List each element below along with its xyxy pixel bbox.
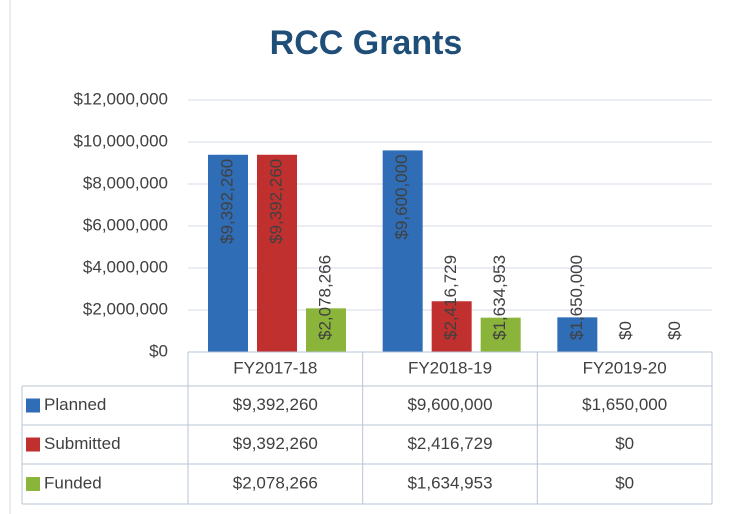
data-label: $0 [616,321,635,340]
bar [208,154,248,352]
bar [431,301,472,352]
x-tick-label: FY2018-19 [408,358,492,377]
table-cell: $9,600,000 [407,395,492,414]
table-cell: $2,416,729 [407,434,492,453]
legend-label: Submitted [44,434,121,453]
table-cell: $9,392,260 [233,434,318,453]
table-cell: $2,078,266 [233,473,318,492]
bar [257,154,297,352]
bar [557,317,598,352]
data-label: $1,634,953 [490,255,509,340]
table-cell: $1,634,953 [407,473,492,492]
legend-swatch [26,398,40,413]
y-tick-label: $4,000,000 [83,257,168,276]
table-cell: $0 [615,434,634,453]
legend-label: Funded [44,473,102,492]
chart-title: RCC Grants [270,24,463,62]
data-label: $9,392,260 [217,159,236,244]
data-label: $2,416,729 [441,255,460,340]
data-label: $0 [665,321,684,340]
y-tick-label: $6,000,000 [83,215,168,234]
y-tick-label: $8,000,000 [83,173,168,192]
bar [306,308,346,352]
x-tick-label: FY2019-20 [583,358,667,377]
y-tick-label: $12,000,000 [73,89,168,108]
table-cell: $0 [615,473,634,492]
y-tick-label: $0 [149,341,168,360]
bar [480,317,521,352]
data-label: $1,650,000 [567,255,586,340]
data-label: $9,600,000 [392,154,411,239]
y-tick-label: $10,000,000 [73,131,168,150]
y-tick-label: $2,000,000 [83,299,168,318]
bar [382,150,423,352]
legend-swatch [26,437,40,452]
data-label: $2,078,266 [315,255,334,340]
legend-swatch [26,477,40,491]
data-label: $9,392,260 [266,159,285,244]
table-cell: $1,650,000 [582,395,667,414]
x-tick-label: FY2017-18 [233,358,317,377]
table-cell: $9,392,260 [233,395,318,414]
legend-label: Planned [44,395,106,414]
